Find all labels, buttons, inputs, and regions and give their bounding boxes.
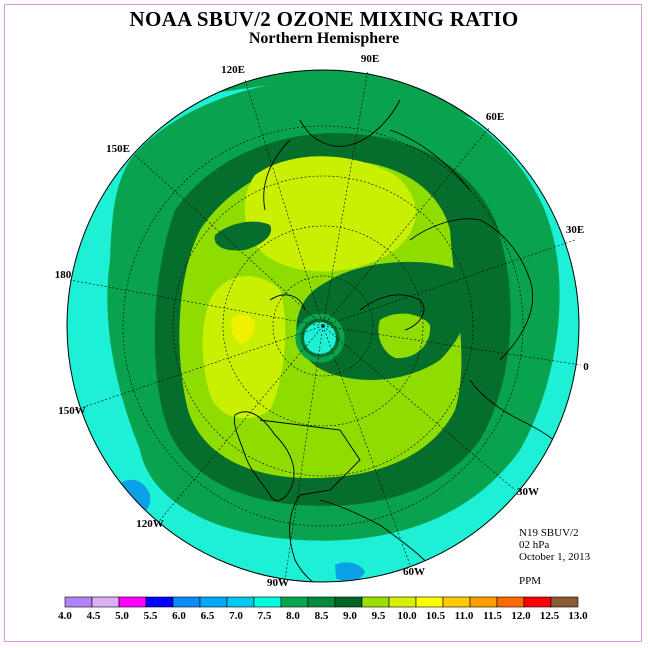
colorbar-swatch: [334, 596, 363, 608]
pressure-level-label: 02 hPa: [519, 539, 550, 551]
units-label: PPM: [519, 575, 542, 587]
lon-label: 90E: [361, 53, 379, 65]
colorbar-tick-label: 6.0: [172, 610, 186, 622]
pole-low: [304, 322, 336, 354]
colorbar-swatch: [145, 596, 174, 608]
band-8_5-9_0-west: [214, 221, 272, 251]
lon-label: 120E: [221, 64, 245, 76]
colorbar-swatch: [91, 596, 120, 608]
colorbar-tick-label: 8.0: [286, 610, 300, 622]
colorbar-tick-label: 11.5: [483, 610, 502, 622]
band-7_5-8_0-patch-s: [335, 562, 365, 582]
colorbar-tick-label: 6.5: [201, 610, 215, 622]
map-title: NOAA SBUV/2 OZONE MIXING RATIO: [129, 7, 519, 31]
colorbar-swatch: [415, 596, 444, 608]
colorbar-swatch: [280, 596, 309, 608]
colorbar-tick-label: 8.5: [315, 610, 329, 622]
colorbar-tick-label: 10.5: [426, 610, 446, 622]
colorbar-tick-label: 7.5: [258, 610, 272, 622]
colorbar-swatch: [469, 596, 498, 608]
map-subtitle: Northern Hemisphere: [248, 30, 400, 47]
colorbar-swatch: [307, 596, 336, 608]
colorbar-tick-label: 12.0: [511, 610, 531, 622]
colorbar-tick-label: 5.5: [144, 610, 158, 622]
colorbar-swatch: [253, 596, 282, 608]
lon-label: 120W: [136, 518, 164, 530]
colorbar-swatch: [442, 596, 471, 608]
colorbar-tick-label: 13.0: [568, 610, 588, 622]
lon-label: 150E: [106, 143, 130, 155]
figure-frame: [4, 4, 642, 642]
lon-label: 30E: [566, 224, 584, 236]
graticule: [69, 69, 582, 581]
ozone-field: [67, 70, 579, 582]
pole-low-ring: [295, 313, 345, 363]
longitude-labels: 90E 60E 30E 0 30W 60W 90W 120W 150W 180 …: [55, 53, 590, 589]
colorbar-swatch: [199, 596, 228, 608]
band-10_0-10_5: [231, 314, 256, 344]
colorbar-swatch: [361, 596, 390, 608]
lon-label: 150W: [58, 405, 86, 417]
colorbar-swatch: [118, 596, 147, 608]
colorbar-tick-label: 10.0: [397, 610, 417, 622]
lon-label: 180: [55, 269, 72, 281]
colorbar-swatch: [226, 596, 255, 608]
lon-label: 30W: [517, 486, 539, 498]
colorbar: 4.0 4.5 5.0 5.5 6.0 6.5 7.0 7.5 8.0 8.5 9.0 9.5 10.0…: [58, 596, 588, 622]
map-boundary: [66, 69, 580, 583]
colorbar-tick-label: 11.0: [455, 610, 474, 622]
colorbar-tick-label: 9.0: [343, 610, 357, 622]
band-9_5-10_0-b: [202, 276, 286, 419]
colorbar-tick-label: 7.0: [229, 610, 243, 622]
colorbar-swatch: [388, 596, 417, 608]
colorbar-tick-label: 12.5: [540, 610, 560, 622]
lon-label: 60E: [486, 111, 504, 123]
date-label: October 1, 2013: [519, 551, 591, 563]
colorbar-tick-label: 4.0: [58, 610, 72, 622]
band-9_5-10_0: [244, 156, 416, 272]
colorbar-swatch: [64, 596, 93, 608]
colorbar-swatch: [496, 596, 525, 608]
colorbar-swatch: [550, 596, 579, 608]
colorbar-swatch: [172, 596, 201, 608]
colorbar-tick-label: 5.0: [115, 610, 129, 622]
lon-label: 90W: [267, 577, 289, 589]
lon-label: 60W: [403, 566, 425, 578]
band-9_0-9_5-ne: [378, 313, 431, 359]
lon-label: 0: [583, 361, 589, 373]
colorbar-tick-label: 9.5: [372, 610, 386, 622]
colorbar-tick-label: 4.5: [87, 610, 101, 622]
instrument-label: N19 SBUV/2: [519, 527, 579, 539]
colorbar-swatch: [523, 596, 552, 608]
